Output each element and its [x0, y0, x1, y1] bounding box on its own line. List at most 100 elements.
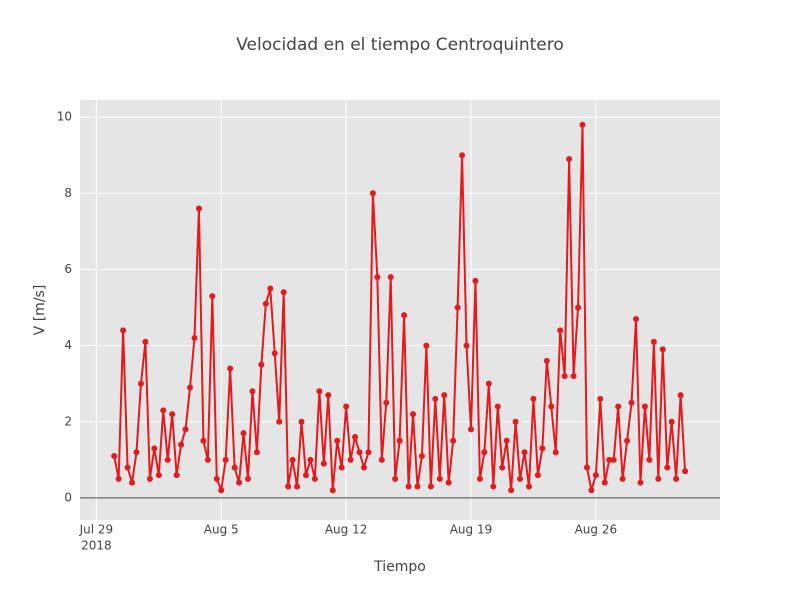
point [481, 449, 488, 456]
point [302, 472, 309, 479]
x-tick-label: Aug 12 [325, 523, 368, 537]
point [615, 403, 622, 410]
point [213, 475, 220, 482]
point [655, 475, 662, 482]
point [410, 411, 417, 418]
point [579, 121, 586, 128]
point [423, 342, 430, 349]
point [334, 437, 341, 444]
point [267, 285, 274, 292]
point [383, 399, 390, 406]
point [316, 388, 323, 395]
point [173, 472, 180, 479]
point [137, 380, 144, 387]
point [405, 483, 412, 490]
point [517, 475, 524, 482]
point [338, 464, 345, 471]
point [289, 456, 296, 463]
point [200, 437, 207, 444]
point [325, 392, 332, 399]
point [240, 430, 247, 437]
point [258, 361, 265, 368]
point [294, 483, 301, 490]
point [178, 441, 185, 448]
point [218, 487, 225, 494]
point [499, 464, 506, 471]
y-tick-label: 6 [64, 262, 72, 276]
point [418, 453, 425, 460]
point [356, 449, 363, 456]
point [561, 373, 568, 380]
point [534, 472, 541, 479]
y-tick-label: 8 [64, 186, 72, 200]
point [374, 274, 381, 281]
y-tick-label: 0 [64, 490, 72, 504]
point [619, 475, 626, 482]
point [476, 475, 483, 482]
point [396, 437, 403, 444]
point [311, 475, 318, 482]
point [360, 464, 367, 471]
point [601, 479, 608, 486]
point [262, 300, 269, 307]
point [352, 433, 359, 440]
point [285, 483, 292, 490]
point [320, 460, 327, 467]
point [231, 464, 238, 471]
x-axis-title: Tiempo [373, 559, 426, 575]
point [543, 357, 550, 364]
point [151, 445, 158, 452]
point [641, 403, 648, 410]
point [441, 392, 448, 399]
point [592, 472, 599, 479]
point [427, 483, 434, 490]
point [392, 475, 399, 482]
x-tick-label: Jul 29 [79, 523, 114, 537]
point [191, 334, 198, 341]
point [244, 475, 251, 482]
point [606, 456, 613, 463]
point [490, 483, 497, 490]
point [133, 449, 140, 456]
point [530, 395, 537, 402]
y-axis-title: V [m/s] [32, 285, 48, 336]
point [432, 395, 439, 402]
point [539, 445, 546, 452]
point [182, 426, 189, 433]
point [624, 437, 631, 444]
point [677, 392, 684, 399]
y-tick-label: 4 [64, 338, 72, 352]
point [597, 395, 604, 402]
point [521, 449, 528, 456]
point [169, 411, 176, 418]
point [557, 327, 564, 334]
point [463, 342, 470, 349]
point [253, 449, 260, 456]
point [673, 475, 680, 482]
point [454, 304, 461, 311]
point [664, 464, 671, 471]
point [659, 346, 666, 353]
point [111, 453, 118, 460]
point [583, 464, 590, 471]
point [227, 365, 234, 372]
x-tick-label: Aug 26 [575, 523, 618, 537]
point [668, 418, 675, 425]
point [329, 487, 336, 494]
point [570, 373, 577, 380]
chart-title: Velocidad en el tiempo Centroquintero [236, 35, 564, 55]
point [633, 315, 640, 322]
point [548, 403, 555, 410]
x-tick-label: Aug 19 [450, 523, 493, 537]
point [445, 479, 452, 486]
point [637, 479, 644, 486]
point [280, 289, 287, 296]
point [378, 456, 385, 463]
point [646, 456, 653, 463]
point [115, 475, 122, 482]
point [508, 487, 515, 494]
point [236, 479, 243, 486]
point [209, 293, 216, 300]
point [503, 437, 510, 444]
point [467, 426, 474, 433]
